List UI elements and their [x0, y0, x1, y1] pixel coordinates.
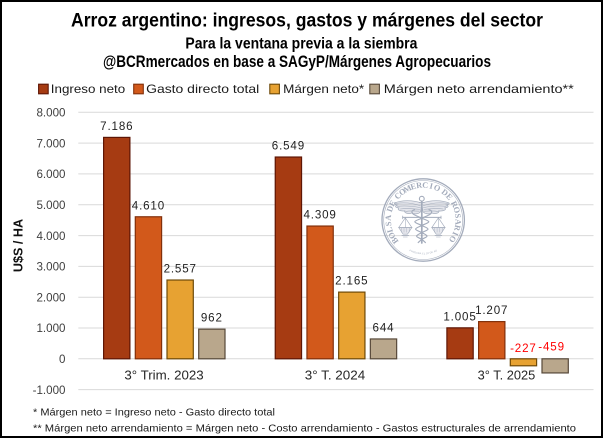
- svg-text:644: 644: [373, 322, 395, 335]
- svg-text:S: S: [453, 213, 463, 219]
- svg-text:I: I: [450, 230, 460, 236]
- svg-text:1.005: 1.005: [443, 310, 476, 323]
- svg-text:Arroz argentino: ingresos, gas: Arroz argentino: ingresos, gastos y márg…: [71, 10, 543, 31]
- svg-text:962: 962: [201, 312, 223, 325]
- svg-text:M: M: [402, 183, 413, 195]
- svg-text:C: C: [422, 181, 429, 190]
- svg-text:A: A: [453, 219, 462, 225]
- svg-text:4.309: 4.309: [303, 209, 336, 222]
- svg-text:0: 0: [59, 353, 65, 366]
- svg-text:I: I: [429, 181, 434, 190]
- svg-text:Gasto directo total: Gasto directo total: [146, 82, 259, 96]
- svg-text:O: O: [451, 206, 461, 215]
- svg-text:E: E: [409, 181, 417, 191]
- svg-text:E: E: [444, 192, 455, 202]
- svg-text:R: R: [452, 224, 462, 232]
- svg-text:3.000: 3.000: [36, 261, 65, 274]
- svg-text:4.000: 4.000: [36, 230, 65, 243]
- svg-text:4.610: 4.610: [132, 199, 165, 212]
- svg-text:O: O: [397, 187, 407, 198]
- svg-text:-1.000: -1.000: [33, 384, 66, 397]
- svg-text:1.207: 1.207: [475, 304, 508, 317]
- svg-text:7.186: 7.186: [100, 120, 133, 133]
- svg-text:U$S / HA: U$S / HA: [11, 219, 25, 272]
- svg-text:@BCRmercados en base a SAGyP/M: @BCRmercados en base a SAGyP/Márgenes Ag…: [103, 53, 491, 71]
- svg-text:C: C: [393, 191, 404, 202]
- svg-text:3° T. 2024: 3° T. 2024: [305, 368, 365, 382]
- svg-text:** Márgen neto arrendamiento =: ** Márgen neto arrendamiento = Márgen ne…: [33, 424, 576, 435]
- svg-text:1.000: 1.000: [36, 322, 65, 335]
- svg-text:S: S: [384, 221, 393, 227]
- svg-text:O: O: [387, 231, 398, 241]
- svg-text:5.000: 5.000: [36, 199, 65, 212]
- svg-text:Para la ventana previa a la si: Para la ventana previa a la siembra: [185, 35, 417, 52]
- svg-text:* Márgen neto = Ingreso neto -: * Márgen neto = Ingreso neto - Gasto dir…: [33, 408, 275, 419]
- svg-text:6.000: 6.000: [36, 168, 65, 181]
- svg-text:3° T. 2025: 3° T. 2025: [478, 368, 536, 382]
- svg-text:3° Trim. 2023: 3° Trim. 2023: [124, 368, 203, 382]
- svg-text:D: D: [440, 187, 450, 198]
- svg-text:2.000: 2.000: [36, 291, 65, 304]
- svg-text:-459: -459: [538, 341, 565, 354]
- svg-text:D: D: [385, 205, 395, 214]
- svg-text:7.000: 7.000: [36, 137, 65, 150]
- svg-text:-227: -227: [510, 342, 537, 355]
- svg-text:B: B: [390, 235, 401, 245]
- svg-text:2.165: 2.165: [335, 275, 368, 288]
- svg-text:Márgen neto arrendamiento**: Márgen neto arrendamiento**: [384, 82, 574, 96]
- svg-text:R: R: [449, 200, 460, 209]
- svg-text:E: E: [387, 198, 398, 208]
- svg-text:O: O: [447, 234, 458, 244]
- svg-text:6.549: 6.549: [272, 140, 305, 153]
- svg-text:R: R: [416, 181, 423, 191]
- svg-text:2.557: 2.557: [164, 263, 197, 276]
- svg-text:L: L: [385, 225, 395, 233]
- svg-text:Ingreso neto: Ingreso neto: [51, 82, 126, 96]
- svg-text:A: A: [384, 214, 393, 221]
- svg-text:O: O: [432, 183, 441, 194]
- svg-text:8.000: 8.000: [36, 107, 65, 120]
- svg-text:Márgen neto*: Márgen neto*: [283, 82, 364, 96]
